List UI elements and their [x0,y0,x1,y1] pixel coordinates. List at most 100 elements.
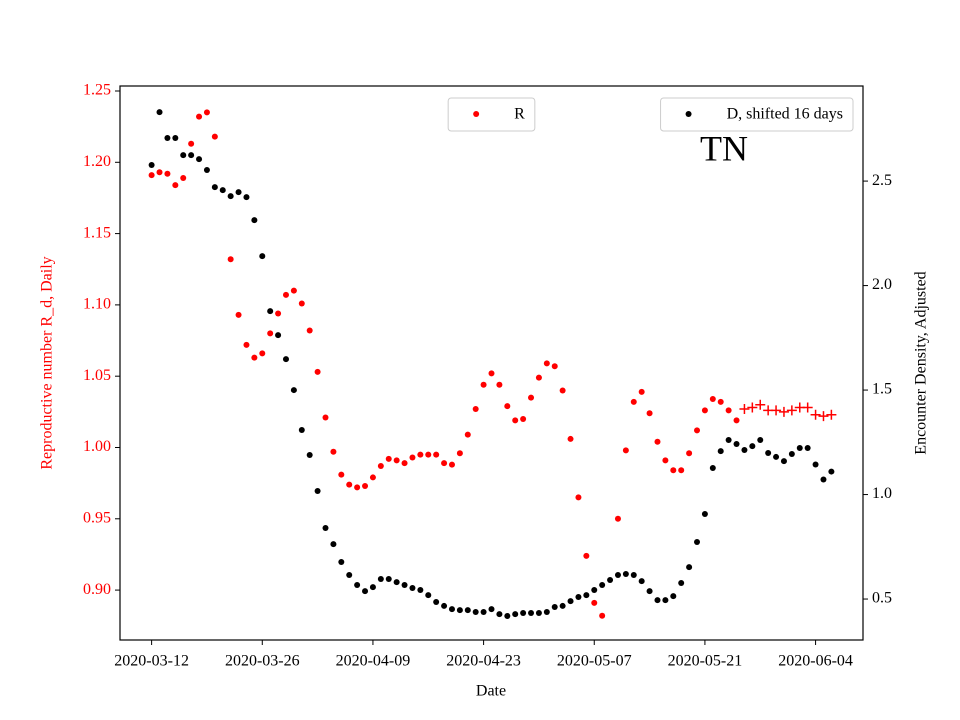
point [346,572,353,579]
point [535,610,542,617]
point [670,593,677,600]
point [322,524,329,531]
y2-tick-label: 1.5 [872,381,892,398]
point [630,572,637,579]
point [290,287,297,294]
x-tick-label: 2020-05-21 [668,653,743,670]
point [433,451,440,458]
point [464,607,471,614]
x-tick-label: 2020-03-12 [114,653,189,670]
x-tick-label: 2020-04-23 [446,653,521,670]
point [235,311,242,318]
point [701,407,708,414]
point [607,577,614,584]
point [780,458,787,465]
point [654,438,661,445]
point [251,354,258,361]
point [741,447,748,454]
point [567,435,574,442]
point [259,253,266,260]
point [480,608,487,615]
plus-marker [771,405,782,416]
point [694,538,701,545]
point [314,487,321,494]
point [425,592,432,599]
y2-tick-label: 2.5 [872,172,892,189]
point [369,474,376,481]
point [464,431,471,438]
point [646,588,653,595]
point [559,602,566,609]
point [448,461,455,468]
point [528,394,535,401]
point [385,575,392,582]
point [543,360,550,367]
point [235,189,242,196]
point [670,467,677,474]
x-tick-label: 2020-03-26 [225,653,300,670]
y-axis-label: Reproductive number R_d, Daily [39,256,56,469]
point [227,256,234,263]
point [290,387,297,394]
point [709,396,716,403]
point [338,471,345,478]
point [622,447,629,454]
point [282,291,289,298]
y2-axis-label: Encounter Density, Adjusted [913,271,930,454]
plus-marker [802,402,813,413]
x-tick-label: 2020-05-07 [557,653,632,670]
point [180,152,187,159]
point [567,598,574,605]
point [678,467,685,474]
point [401,582,408,589]
point [243,341,250,348]
point [448,606,455,613]
point [298,426,305,433]
legend-marker [473,111,480,117]
point [496,611,503,618]
point [267,308,274,315]
y2-tick-label: 2.0 [872,276,892,293]
point [535,374,542,381]
point [433,598,440,605]
y-tick-label: 1.25 [83,82,111,99]
point [417,451,424,458]
point [638,388,645,395]
x-tick-label: 2020-04-09 [336,653,411,670]
point [156,169,163,176]
point [820,476,827,483]
y-tick-label: 0.95 [83,509,111,526]
point [488,606,495,613]
point [575,494,582,501]
point [243,194,250,201]
point [306,327,313,334]
point [496,381,503,388]
x-tick-label: 2020-06-04 [778,653,853,670]
point [512,611,519,618]
point [211,184,218,191]
point [725,407,732,414]
legend-label: R [514,106,525,123]
point [164,170,171,177]
point [796,444,803,451]
point [409,584,416,591]
point [393,579,400,586]
point [227,193,234,200]
point [362,482,369,489]
legend-label: D, shifted 16 days [727,106,843,123]
point [733,440,740,447]
point [314,368,321,375]
point [456,450,463,457]
point [354,582,361,589]
plus-marker [810,409,821,420]
point [282,356,289,363]
point [148,172,155,179]
y-tick-label: 1.10 [83,296,111,313]
point [401,460,408,467]
y-tick-label: 0.90 [83,581,111,598]
point [172,135,179,142]
point [393,457,400,464]
point [591,599,598,606]
y2-tick-label: 0.5 [872,590,892,607]
point [172,182,179,189]
